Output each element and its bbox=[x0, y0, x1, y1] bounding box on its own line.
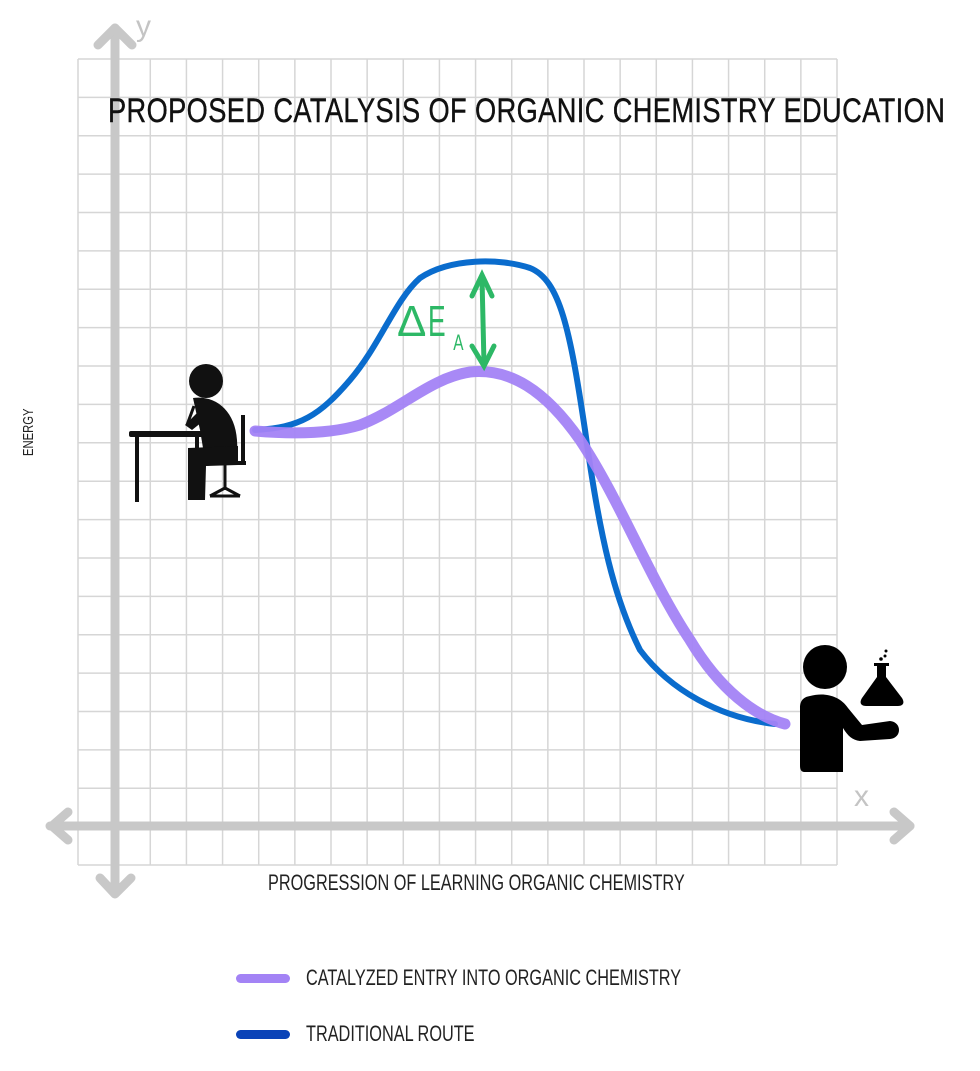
traditional-route-curve bbox=[252, 258, 778, 727]
x-axis-letter: x bbox=[854, 780, 869, 813]
x-axis-label: Progression of Learning Organic Chemistr… bbox=[268, 870, 685, 895]
legend-label-catalyzed: Catalyzed Entry into Organic Chemistry bbox=[306, 965, 682, 990]
chemist-with-flask-icon bbox=[800, 645, 904, 772]
y-axis-label-wrapper: Energy bbox=[20, 408, 83, 473]
legend: Catalyzed Entry into Organic Chemistry T… bbox=[236, 958, 813, 1070]
x-axis-arrow-left bbox=[47, 807, 73, 845]
y-axis-label: Energy bbox=[20, 408, 37, 456]
student-at-desk-icon bbox=[129, 364, 246, 502]
catalyzed-route-curve bbox=[249, 366, 791, 730]
delta-symbol: Δ bbox=[397, 297, 427, 346]
x-axis-arrow-right bbox=[889, 807, 915, 845]
delta-e-arrow bbox=[469, 269, 497, 372]
y-axis-letter: y bbox=[136, 10, 151, 43]
delta-e-letter: E bbox=[428, 297, 447, 346]
legend-item-catalyzed: Catalyzed Entry into Organic Chemistry bbox=[236, 958, 813, 998]
delta-subscript: A bbox=[453, 330, 464, 355]
legend-swatch-catalyzed bbox=[236, 973, 290, 983]
axes bbox=[45, 23, 915, 899]
legend-item-traditional: Traditional Route bbox=[236, 1014, 813, 1054]
chart-title: Proposed Catalysis of Organic Chemistry … bbox=[108, 92, 946, 130]
y-axis-arrow-up bbox=[93, 23, 137, 50]
y-axis-arrow-down bbox=[95, 873, 136, 899]
delta-ea-annotation: ΔE A bbox=[397, 297, 463, 354]
legend-label-traditional: Traditional Route bbox=[306, 1021, 475, 1046]
legend-swatch-traditional bbox=[236, 1029, 290, 1039]
